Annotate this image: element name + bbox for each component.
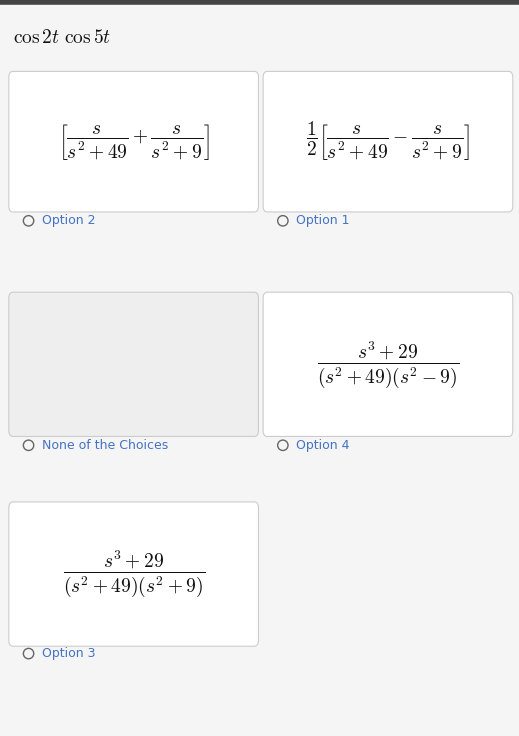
FancyBboxPatch shape bbox=[263, 71, 513, 212]
Text: $\cos 2t\ \cos 5t$: $\cos 2t\ \cos 5t$ bbox=[13, 28, 111, 47]
FancyBboxPatch shape bbox=[9, 292, 258, 436]
Text: $\left[\dfrac{s}{s^2+49}+\dfrac{s}{s^2+9}\right]$: $\left[\dfrac{s}{s^2+49}+\dfrac{s}{s^2+9… bbox=[58, 121, 210, 162]
Text: Option 1: Option 1 bbox=[296, 214, 349, 227]
Text: $\dfrac{s^3+29}{(s^2+49)(s^2+9)}$: $\dfrac{s^3+29}{(s^2+49)(s^2+9)}$ bbox=[63, 549, 204, 599]
FancyBboxPatch shape bbox=[9, 71, 258, 212]
Text: Option 3: Option 3 bbox=[42, 647, 95, 660]
Text: $\dfrac{1}{2}\left[\dfrac{s}{s^2+49}-\dfrac{s}{s^2+9}\right]$: $\dfrac{1}{2}\left[\dfrac{s}{s^2+49}-\df… bbox=[306, 120, 470, 163]
FancyBboxPatch shape bbox=[9, 502, 258, 646]
Text: Option 2: Option 2 bbox=[42, 214, 95, 227]
Text: None of the Choices: None of the Choices bbox=[42, 439, 168, 452]
Text: Option 4: Option 4 bbox=[296, 439, 349, 452]
Text: $\dfrac{s^3+29}{(s^2+49)(s^2-9)}$: $\dfrac{s^3+29}{(s^2+49)(s^2-9)}$ bbox=[317, 339, 459, 389]
FancyBboxPatch shape bbox=[263, 292, 513, 436]
